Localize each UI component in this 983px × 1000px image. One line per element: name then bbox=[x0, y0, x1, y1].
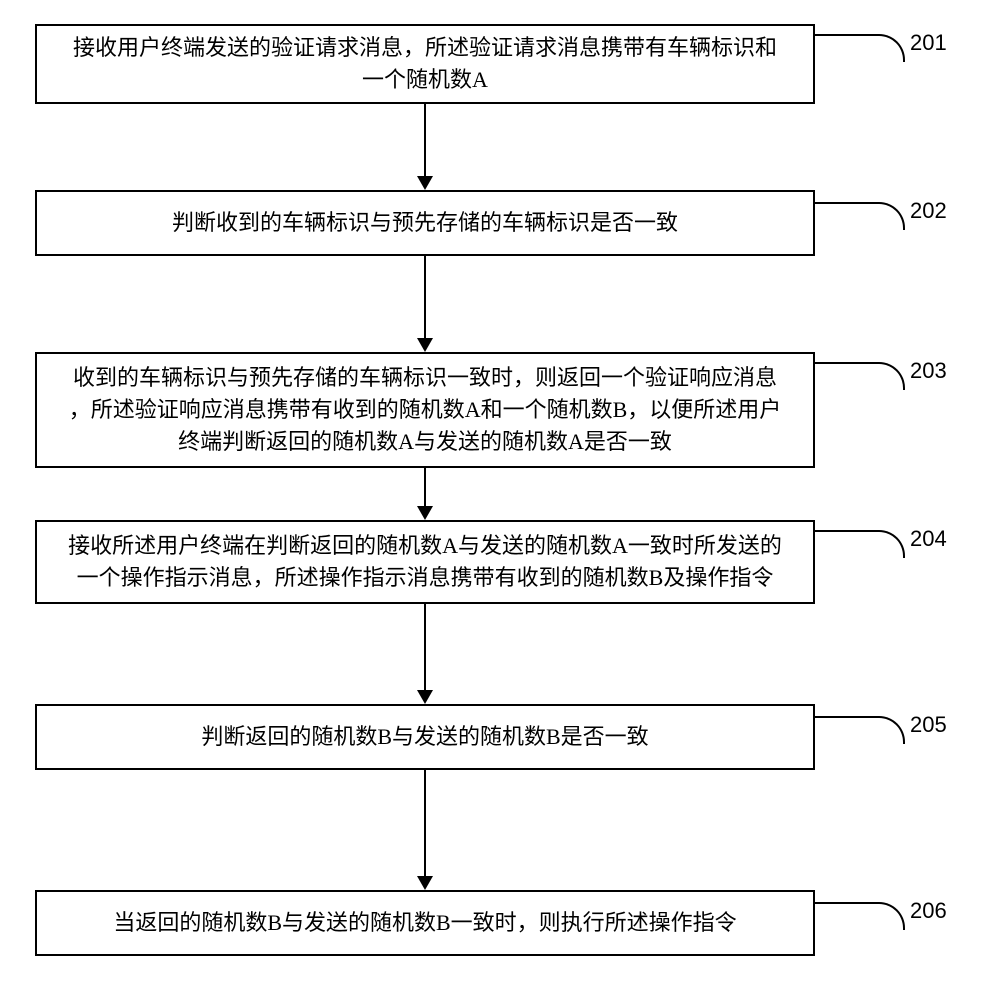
step-201-text: 接收用户终端发送的验证请求消息，所述验证请求消息携带有车辆标识和 一个随机数A bbox=[73, 32, 777, 96]
step-206-leader bbox=[815, 902, 905, 930]
arrow-1-head bbox=[417, 176, 433, 190]
step-205-leader bbox=[815, 716, 905, 744]
step-204-label: 204 bbox=[910, 526, 947, 552]
step-201-label: 201 bbox=[910, 30, 947, 56]
step-202-text: 判断收到的车辆标识与预先存储的车辆标识是否一致 bbox=[172, 207, 678, 239]
step-203-box: 收到的车辆标识与预先存储的车辆标识一致时，则返回一个验证响应消息 ，所述验证响应… bbox=[35, 352, 815, 468]
step-204-box: 接收所述用户终端在判断返回的随机数A与发送的随机数A一致时所发送的 一个操作指示… bbox=[35, 520, 815, 604]
step-205-text: 判断返回的随机数B与发送的随机数B是否一致 bbox=[201, 721, 648, 753]
step-203-text: 收到的车辆标识与预先存储的车辆标识一致时，则返回一个验证响应消息 ，所述验证响应… bbox=[69, 362, 782, 458]
step-204-text: 接收所述用户终端在判断返回的随机数A与发送的随机数A一致时所发送的 一个操作指示… bbox=[68, 530, 782, 594]
arrow-4-line bbox=[424, 604, 426, 690]
arrow-5-line bbox=[424, 770, 426, 876]
step-205-label: 205 bbox=[910, 712, 947, 738]
step-202-box: 判断收到的车辆标识与预先存储的车辆标识是否一致 bbox=[35, 190, 815, 256]
step-203-label: 203 bbox=[910, 358, 947, 384]
step-202-leader bbox=[815, 202, 905, 230]
step-202-label: 202 bbox=[910, 198, 947, 224]
step-203-leader bbox=[815, 362, 905, 390]
step-205-box: 判断返回的随机数B与发送的随机数B是否一致 bbox=[35, 704, 815, 770]
arrow-4-head bbox=[417, 690, 433, 704]
step-204-leader bbox=[815, 530, 905, 558]
step-201-leader bbox=[815, 34, 905, 62]
step-206-box: 当返回的随机数B与发送的随机数B一致时，则执行所述操作指令 bbox=[35, 890, 815, 956]
arrow-2-line bbox=[424, 256, 426, 338]
arrow-3-line bbox=[424, 468, 426, 506]
step-206-text: 当返回的随机数B与发送的随机数B一致时，则执行所述操作指令 bbox=[113, 907, 736, 939]
arrow-5-head bbox=[417, 876, 433, 890]
arrow-1-line bbox=[424, 104, 426, 176]
arrow-3-head bbox=[417, 506, 433, 520]
step-206-label: 206 bbox=[910, 898, 947, 924]
flowchart-canvas: 接收用户终端发送的验证请求消息，所述验证请求消息携带有车辆标识和 一个随机数A … bbox=[0, 0, 983, 1000]
arrow-2-head bbox=[417, 338, 433, 352]
step-201-box: 接收用户终端发送的验证请求消息，所述验证请求消息携带有车辆标识和 一个随机数A bbox=[35, 24, 815, 104]
